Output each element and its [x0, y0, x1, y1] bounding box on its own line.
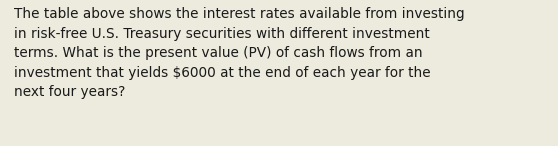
Text: The table above shows the interest rates available from investing
in risk-free U: The table above shows the interest rates…: [14, 7, 465, 99]
